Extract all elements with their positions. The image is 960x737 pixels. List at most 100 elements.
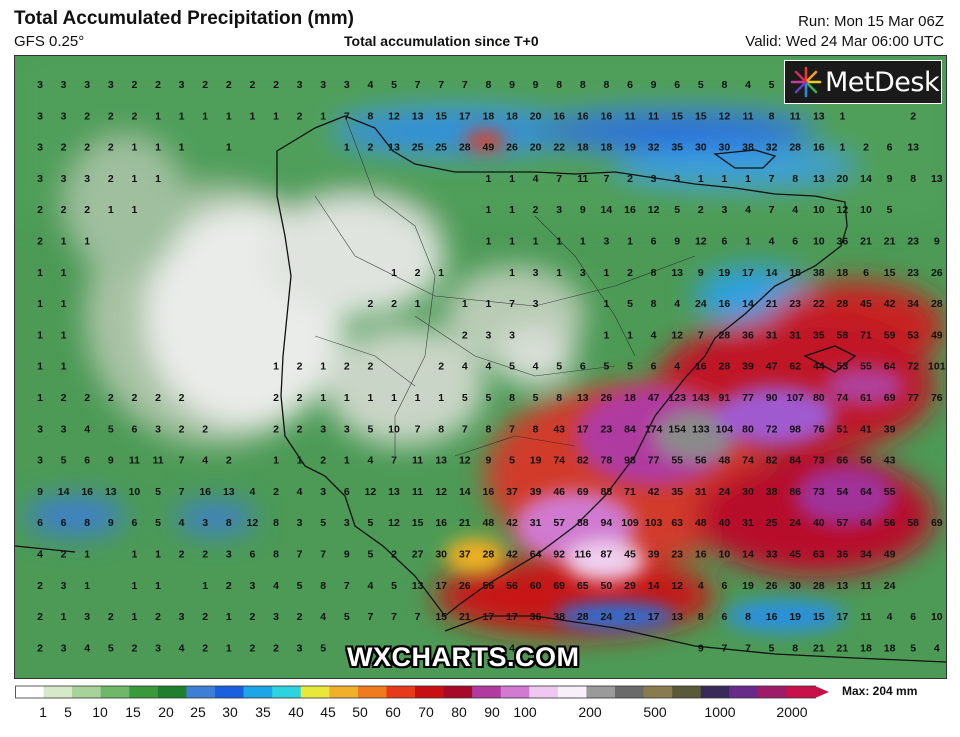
precip-value: 2: [273, 642, 279, 654]
precip-value: 66: [837, 455, 849, 467]
precip-value: 4: [84, 423, 90, 435]
precip-value: 3: [651, 173, 657, 185]
precip-value: 1: [37, 267, 43, 279]
scale-swatch: [529, 686, 559, 698]
precip-value: 28: [813, 580, 825, 592]
precip-value: 25: [766, 517, 778, 529]
precip-value: 26: [506, 142, 518, 154]
precip-value: 7: [438, 79, 444, 91]
precip-value: 8: [792, 642, 798, 654]
precip-value: 72: [907, 361, 919, 373]
precip-value: 8: [721, 79, 727, 91]
precip-value: 1: [485, 298, 491, 310]
precip-value: 11: [152, 455, 163, 467]
precip-value: 1: [509, 173, 515, 185]
precip-value: 3: [84, 79, 90, 91]
precip-value: 8: [556, 392, 562, 404]
precip-value: 1: [320, 392, 326, 404]
precip-value: 4: [674, 361, 680, 373]
precip-value: 2: [273, 392, 279, 404]
precip-value: 4: [179, 642, 185, 654]
precip-value: 5: [556, 361, 562, 373]
precip-value: 1: [391, 267, 397, 279]
precip-value: 34: [860, 549, 872, 561]
scale-tick-label: 35: [255, 704, 271, 720]
precip-value: 5: [509, 455, 515, 467]
precip-value: 1: [627, 236, 633, 248]
precip-value: 1: [61, 329, 67, 341]
precip-value: 8: [556, 79, 562, 91]
precip-value: 2: [155, 611, 161, 623]
chart-subtitle: Total accumulation since T+0: [344, 33, 539, 49]
precip-value: 3: [108, 79, 114, 91]
precip-value: 53: [837, 361, 849, 373]
precip-value: 3: [344, 79, 350, 91]
precip-value: 2: [249, 642, 255, 654]
precip-value: 56: [860, 455, 872, 467]
precip-value: 3: [37, 110, 43, 122]
precip-value: 12: [388, 110, 400, 122]
precip-value: 49: [483, 142, 495, 154]
precip-value: 23: [789, 298, 801, 310]
precip-value: 2: [202, 79, 208, 91]
precip-value: 13: [907, 142, 919, 154]
precip-value: 56: [506, 580, 518, 592]
precip-value: 9: [698, 267, 704, 279]
precip-value: 6: [792, 236, 798, 248]
precip-value: 4: [533, 361, 539, 373]
precip-value: 9: [344, 549, 350, 561]
precip-value: 5: [108, 423, 114, 435]
scale-tick-label: 100: [513, 704, 537, 720]
precip-value: 7: [769, 204, 775, 216]
precip-value: 13: [931, 173, 943, 185]
scale-tick-label: 60: [385, 704, 401, 720]
precip-value: 5: [509, 361, 515, 373]
precip-value: 4: [273, 580, 279, 592]
precip-value: 16: [81, 486, 93, 498]
precip-value: 3: [61, 423, 67, 435]
precip-value: 16: [766, 611, 778, 623]
precip-value: 7: [344, 110, 350, 122]
precip-value: 2: [226, 79, 232, 91]
precip-value: 11: [624, 110, 635, 122]
precip-value: 4: [934, 642, 940, 654]
precip-value: 24: [695, 298, 707, 310]
precip-value: 17: [648, 611, 660, 623]
precip-value: 39: [530, 486, 542, 498]
scale-swatch: [386, 686, 416, 698]
precip-value: 2: [202, 642, 208, 654]
precip-value: 21: [766, 298, 778, 310]
precip-value: 3: [533, 298, 539, 310]
precip-value: 4: [651, 329, 657, 341]
precip-value: 14: [459, 486, 471, 498]
precip-value: 9: [509, 79, 515, 91]
precip-value: 1: [509, 204, 515, 216]
precip-value: 21: [860, 236, 872, 248]
precip-value: 7: [462, 423, 468, 435]
precip-value: 5: [367, 549, 373, 561]
precip-value: 3: [344, 517, 350, 529]
precip-value: 58: [837, 329, 849, 341]
precip-value: 6: [37, 517, 43, 529]
precip-value: 2: [84, 204, 90, 216]
precip-value: 2: [179, 423, 185, 435]
precip-value: 8: [367, 110, 373, 122]
precip-value: 17: [483, 611, 495, 623]
precip-value: 30: [695, 142, 707, 154]
precip-value: 62: [789, 361, 801, 373]
precip-value: 6: [344, 486, 350, 498]
precip-value: 76: [813, 423, 825, 435]
precip-value: 10: [129, 486, 141, 498]
precip-value: 84: [789, 455, 801, 467]
precip-value: 64: [530, 549, 542, 561]
precip-value: 9: [485, 455, 491, 467]
precip-value: 28: [719, 361, 731, 373]
precip-value: 25: [412, 142, 424, 154]
precip-value: 14: [766, 267, 778, 279]
precip-value: 9: [698, 642, 704, 654]
precip-value: 8: [792, 173, 798, 185]
precip-value: 36: [837, 236, 849, 248]
precip-value: 31: [695, 486, 707, 498]
precip-value: 1: [84, 580, 90, 592]
precip-value: 54: [837, 486, 849, 498]
